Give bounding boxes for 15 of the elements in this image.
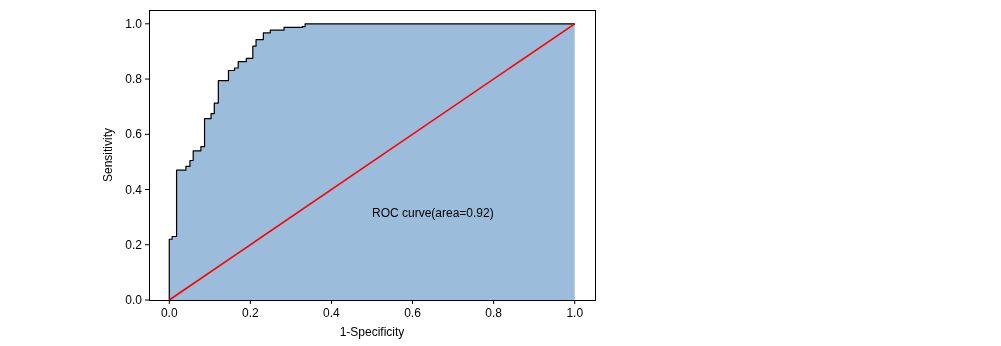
y-tick-label: 1.0 [125,16,143,31]
y-tick-label: 0.2 [125,237,143,252]
y-tick-label: 0.8 [125,72,143,87]
y-tick-label: 0.0 [125,293,143,307]
x-tick-label: 0.2 [242,306,260,320]
x-tick-label: 0.4 [323,306,341,320]
x-axis-title: 1-Specificity [339,325,405,339]
y-tick-label: 0.6 [125,127,143,142]
annotation: ROC curve(area=0.92) [372,206,494,220]
x-tick-label: 0.6 [404,306,422,320]
y-tick-label: 0.4 [125,182,143,197]
y-axis-title: Sensitivity [101,127,115,183]
x-tick-label: 0.0 [160,306,178,320]
x-tick-label: 0.8 [485,306,503,320]
x-tick-label: 1.0 [566,306,584,320]
